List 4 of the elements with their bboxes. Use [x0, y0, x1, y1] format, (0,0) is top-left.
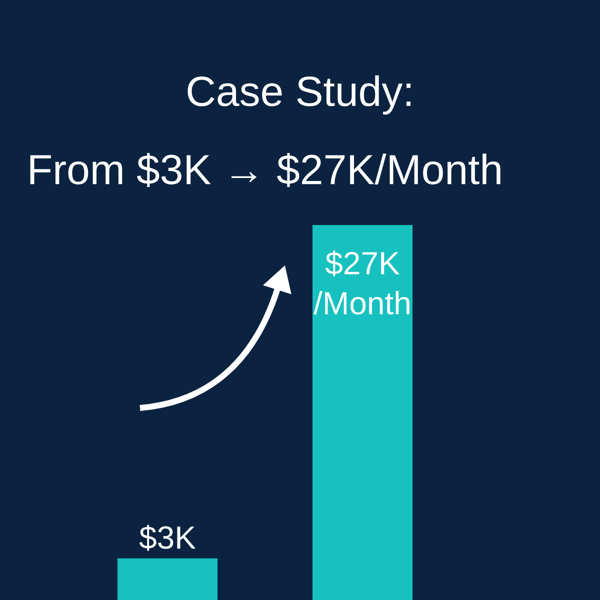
chart-subtitle: From $3K → $27K/Month: [30, 153, 500, 187]
chart-title: Case Study:: [188, 75, 411, 115]
data-label: $27K /Month: [314, 250, 410, 315]
data-label: $3K: [139, 524, 196, 551]
